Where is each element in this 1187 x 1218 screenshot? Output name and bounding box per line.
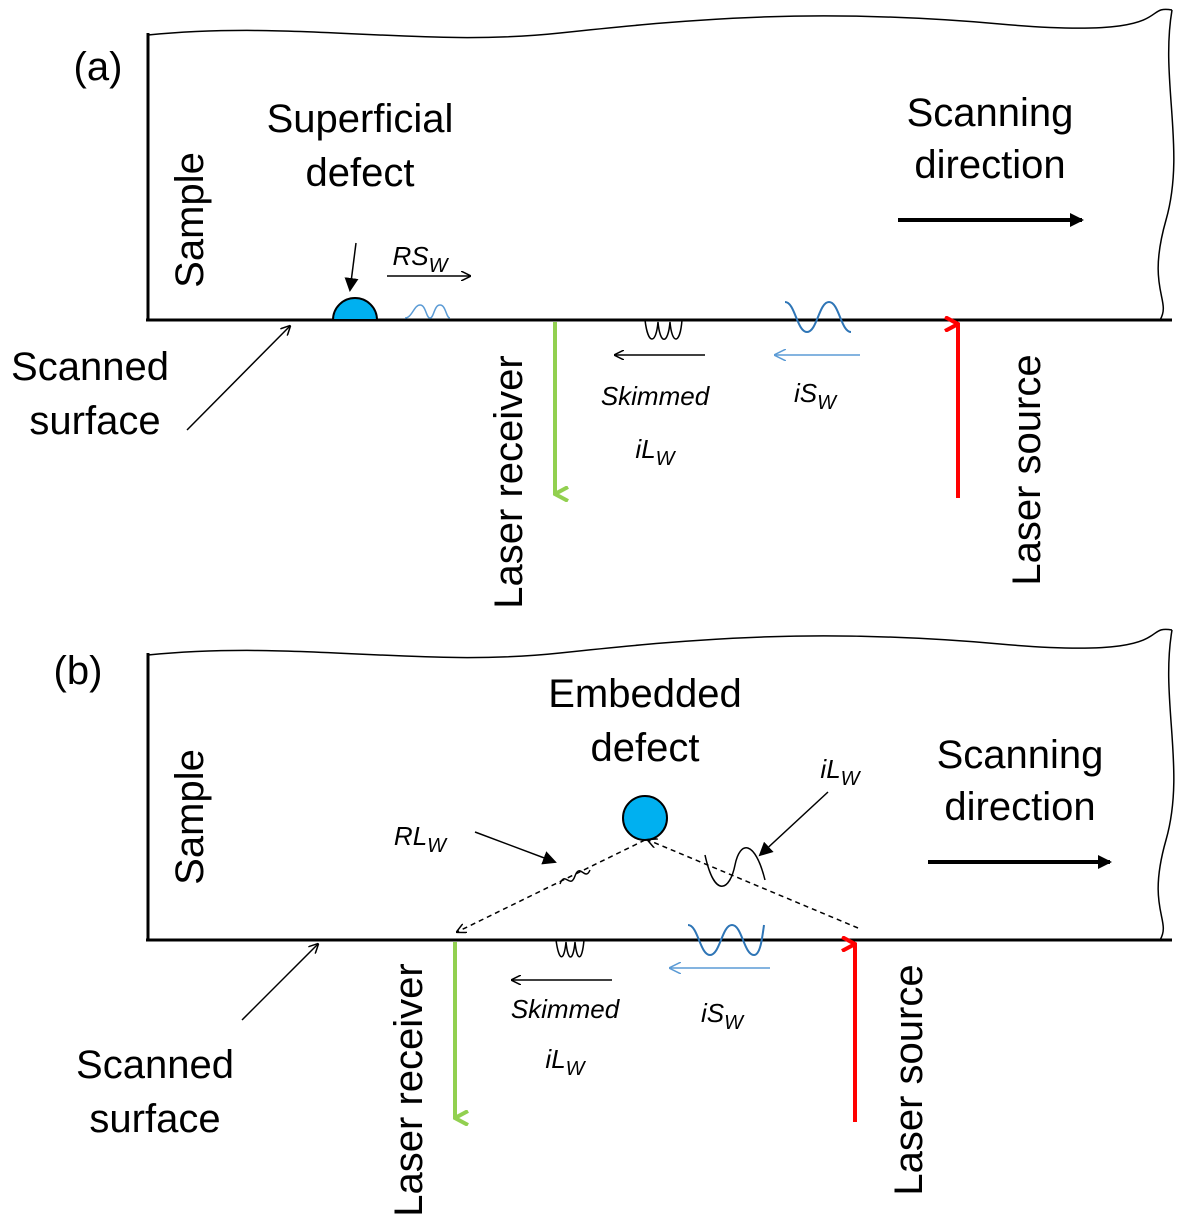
- panel-a: (a) Sample Superficial defect Scanning d…: [11, 9, 1174, 608]
- surface-label: Scanned: [76, 1043, 234, 1087]
- skimmed-wave: [645, 320, 682, 339]
- scanning-label: Scanning: [907, 91, 1074, 135]
- surface-pointer: [242, 944, 318, 1020]
- reflected-wave-label: RSW: [392, 241, 449, 277]
- defect-label: Embedded: [548, 672, 741, 716]
- receiver-label: Laser receiver: [487, 355, 531, 608]
- defect-label: Superficial: [267, 97, 454, 141]
- incident-label: iSW: [794, 378, 838, 414]
- sample-top-edge: [148, 9, 1172, 37]
- surface-label: surface: [29, 399, 160, 443]
- defect-label: defect: [306, 151, 415, 195]
- scanning-label: direction: [944, 785, 1095, 829]
- surface-pointer: [187, 326, 290, 430]
- longitudinal-label: iLW: [820, 754, 861, 790]
- panel-label: (a): [74, 45, 123, 89]
- sample-right-edge: [1158, 630, 1174, 940]
- surface-label: Scanned: [11, 345, 169, 389]
- incident-label: iSW: [701, 998, 745, 1034]
- surface-label: surface: [89, 1097, 220, 1141]
- sample-top-edge: [148, 629, 1172, 657]
- sample-label: Sample: [168, 749, 212, 885]
- diagram: (a) Sample Superficial defect Scanning d…: [0, 0, 1187, 1218]
- skimmed-symbol: iLW: [635, 434, 676, 470]
- reflected-wave: [560, 870, 590, 884]
- reflected-wave-label: RLW: [394, 821, 448, 857]
- reflected-pointer: [475, 832, 555, 862]
- sample-right-edge: [1158, 10, 1174, 320]
- incident-wave: [785, 302, 851, 332]
- longitudinal-pointer: [760, 792, 828, 855]
- sample-label: Sample: [168, 152, 212, 288]
- scanning-label: direction: [914, 143, 1065, 187]
- scanning-label: Scanning: [937, 733, 1104, 777]
- skimmed-label: Skimmed: [511, 994, 621, 1024]
- defect-pointer: [350, 243, 356, 290]
- receiver-label: Laser receiver: [387, 963, 431, 1216]
- skimmed-label: Skimmed: [601, 381, 711, 411]
- reflected-wave: [405, 305, 450, 318]
- skimmed-wave: [556, 940, 584, 957]
- skimmed-symbol: iLW: [545, 1044, 586, 1080]
- source-label: Laser source: [887, 964, 931, 1195]
- defect-label: defect: [591, 726, 700, 770]
- panel-label: (b): [54, 649, 103, 693]
- longitudinal-path: [648, 840, 858, 928]
- source-label: Laser source: [1005, 354, 1049, 585]
- reflected-path: [457, 840, 645, 932]
- embedded-defect: [623, 796, 667, 840]
- panel-b: (b) Sample Embedded defect Scanning dire…: [54, 629, 1174, 1216]
- superficial-defect: [333, 298, 377, 320]
